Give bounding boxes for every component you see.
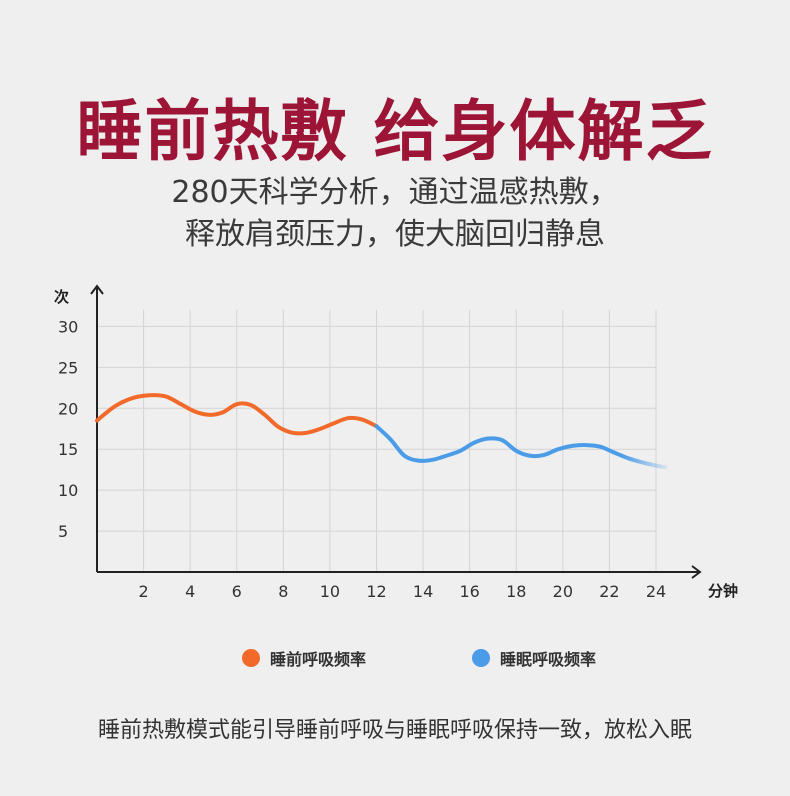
x-axis-arrow-icon [691,565,702,579]
x-tick-label: 8 [278,582,288,601]
y-tick-label: 15 [58,440,78,459]
series-line-pre-sleep [95,393,379,436]
y-axis-arrow-icon [90,284,104,295]
y-axis-label: 次 [54,288,69,306]
legend-label-pre-sleep: 睡前呼吸频率 [270,650,367,669]
x-tick-label: 24 [646,582,666,601]
legend-item-sleep: 睡眠呼吸频率 [472,646,596,670]
legend-item-pre-sleep: 睡前呼吸频率 [242,646,366,670]
x-tick-label: 20 [553,582,573,601]
x-tick-label: 12 [366,582,386,601]
x-tick-label: 6 [232,582,242,601]
y-tick-label: 25 [58,358,78,377]
x-tick-label: 10 [320,582,340,601]
orange-dot-icon [242,649,260,667]
x-axis-label: 分钟 [708,582,738,600]
x-tick-label: 2 [138,582,148,601]
y-tick-label: 20 [58,399,78,418]
x-tick-label: 18 [506,582,526,601]
x-tick-label: 22 [599,582,619,601]
x-tick-label: 14 [413,582,433,601]
subtitle: 280天科学分析，通过温感热敷， 释放肩颈压力，使大脑回归静息 [0,172,790,256]
headline: 睡前热敷 给身体解乏 [76,93,714,170]
y-tick-label: 30 [58,317,78,336]
subtitle-line-1: 280天科学分析，通过温感热敷， [171,175,619,210]
y-tick-label: 10 [58,481,78,500]
series-line-sleep [374,424,668,470]
legend-label-sleep: 睡眠呼吸频率 [500,650,597,669]
blue-dot-icon [472,649,490,667]
footer-caption: 睡前热敷模式能引导睡前呼吸与睡眠呼吸保持一致，放松入眠 [97,718,692,743]
x-tick-label: 4 [185,582,195,601]
y-tick-label: 5 [58,522,68,541]
subtitle-line-2: 释放肩颈压力，使大脑回归静息 [185,217,605,252]
x-tick-label: 16 [459,582,479,601]
